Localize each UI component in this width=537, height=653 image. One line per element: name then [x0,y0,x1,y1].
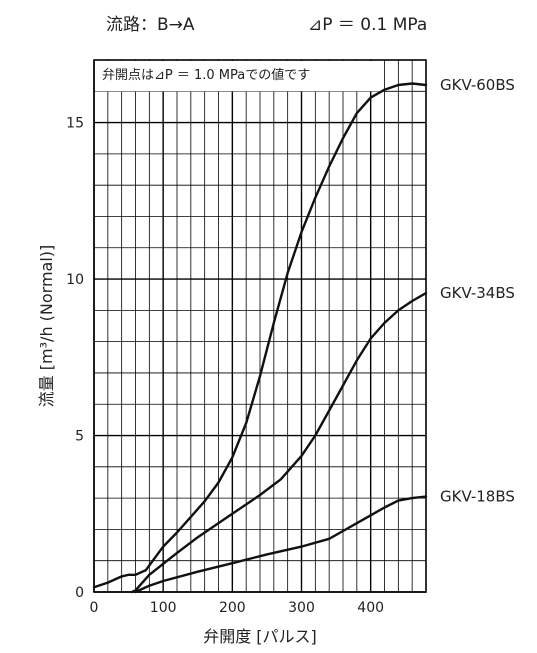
plot-frame [93,59,427,593]
series-label-gkv-60bs: GKV-60BS [440,76,515,94]
series-label-gkv-34bs: GKV-34BS [440,284,515,302]
y-axis-label: 流量 [m³/h (Normal)] [37,245,56,408]
y-tick-label: 15 [66,116,84,132]
x-tick-label: 100 [150,600,177,616]
flow-route-label: 流路：B→A [106,15,195,35]
series-line-gkv-18bs [134,495,428,594]
x-tick-label: 400 [357,600,384,616]
series-line-gkv-60bs [92,82,428,589]
series-line-gkv-34bs [130,291,428,594]
y-tick-label: 10 [66,272,84,288]
y-tick-label: 0 [75,585,84,601]
annotation-box [95,61,381,92]
y-tick-label: 5 [75,429,84,445]
x-tick-label: 300 [288,600,315,616]
series-label-gkv-18bs: GKV-18BS [440,488,515,506]
x-tick-label: 200 [219,600,246,616]
pressure-label: ⊿P ＝ 0.1 MPa [308,15,428,35]
annotation-text: 弁開点は⊿P ＝ 1.0 MPaでの値です [102,67,310,83]
x-tick-label: 0 [90,600,99,616]
x-axis-label: 弁開度 [パルス] [203,627,317,646]
